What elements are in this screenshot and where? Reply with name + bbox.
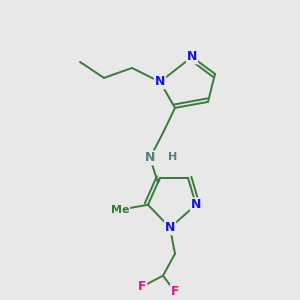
Text: N: N <box>145 151 155 164</box>
Text: Me: Me <box>111 205 129 215</box>
Text: F: F <box>138 280 146 293</box>
Text: H: H <box>168 152 178 162</box>
Text: F: F <box>171 285 179 298</box>
Text: N: N <box>155 75 165 88</box>
Text: N: N <box>187 50 197 63</box>
Text: N: N <box>165 221 175 234</box>
Text: N: N <box>191 198 201 211</box>
